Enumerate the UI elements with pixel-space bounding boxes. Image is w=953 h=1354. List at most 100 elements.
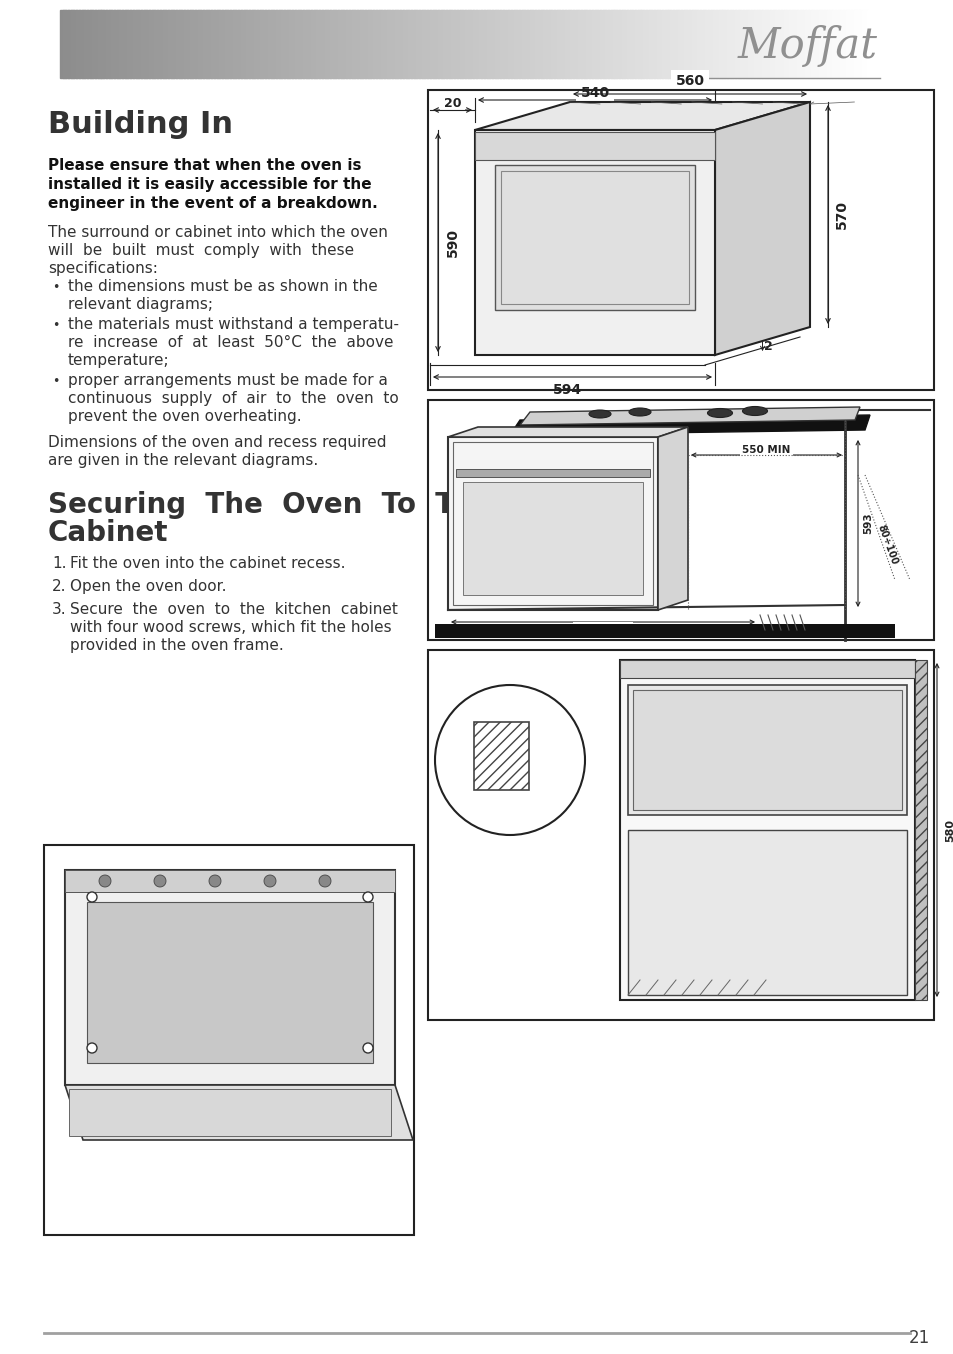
Bar: [424, 9, 428, 79]
Bar: [359, 9, 363, 79]
Text: 560: 560: [675, 74, 703, 88]
Bar: [384, 9, 387, 79]
Bar: [292, 9, 295, 79]
Bar: [246, 9, 250, 79]
Bar: [453, 441, 652, 605]
Bar: [98, 9, 101, 79]
Bar: [499, 9, 503, 79]
Bar: [243, 9, 247, 79]
Bar: [428, 650, 933, 1020]
Bar: [365, 9, 369, 79]
Text: 570: 570: [834, 200, 848, 229]
Polygon shape: [475, 102, 809, 130]
Bar: [804, 9, 808, 79]
Bar: [750, 9, 754, 79]
Bar: [443, 9, 447, 79]
Bar: [427, 9, 431, 79]
Polygon shape: [658, 427, 687, 611]
Bar: [723, 9, 727, 79]
Bar: [330, 9, 334, 79]
Bar: [392, 9, 395, 79]
Bar: [321, 9, 325, 79]
Bar: [470, 9, 474, 79]
Bar: [527, 9, 530, 79]
Bar: [616, 9, 619, 79]
Bar: [103, 9, 107, 79]
Bar: [578, 9, 581, 79]
Bar: [130, 9, 133, 79]
Bar: [211, 9, 214, 79]
Bar: [861, 9, 864, 79]
Text: engineer in the event of a breakdown.: engineer in the event of a breakdown.: [48, 196, 377, 211]
Bar: [116, 9, 120, 79]
Bar: [704, 9, 708, 79]
Bar: [672, 9, 676, 79]
Bar: [782, 9, 786, 79]
Bar: [788, 9, 792, 79]
Bar: [464, 9, 468, 79]
Text: •: •: [52, 375, 59, 389]
Bar: [567, 9, 571, 79]
Bar: [176, 9, 179, 79]
Bar: [411, 9, 415, 79]
Bar: [794, 9, 798, 79]
Bar: [508, 9, 512, 79]
Bar: [112, 9, 115, 79]
Bar: [386, 9, 390, 79]
Bar: [68, 9, 71, 79]
Text: installed it is easily accessible for the: installed it is easily accessible for th…: [48, 177, 372, 192]
Bar: [462, 9, 465, 79]
Text: 540: 540: [579, 87, 609, 100]
Bar: [700, 9, 703, 79]
Bar: [618, 9, 622, 79]
Bar: [399, 9, 403, 79]
Bar: [542, 9, 546, 79]
Bar: [259, 9, 263, 79]
Bar: [144, 9, 148, 79]
Bar: [184, 9, 188, 79]
Bar: [275, 9, 279, 79]
Bar: [756, 9, 760, 79]
Bar: [807, 9, 811, 79]
Bar: [842, 9, 846, 79]
Bar: [241, 9, 244, 79]
Bar: [554, 9, 558, 79]
Text: 50: 50: [493, 701, 510, 714]
Text: proper arrangements must be made for a: proper arrangements must be made for a: [68, 372, 388, 389]
Bar: [844, 9, 848, 79]
Circle shape: [87, 892, 97, 902]
Bar: [268, 9, 272, 79]
Bar: [335, 9, 338, 79]
Bar: [629, 9, 633, 79]
Bar: [718, 9, 721, 79]
Bar: [346, 9, 350, 79]
Bar: [483, 9, 487, 79]
Bar: [194, 9, 198, 79]
Bar: [106, 9, 110, 79]
Text: Cabinet: Cabinet: [48, 519, 169, 547]
Bar: [65, 871, 395, 1085]
Bar: [810, 9, 814, 79]
Bar: [65, 871, 395, 892]
Bar: [435, 9, 438, 79]
Bar: [327, 9, 331, 79]
Bar: [138, 9, 142, 79]
Bar: [840, 9, 843, 79]
Bar: [540, 9, 544, 79]
Bar: [664, 9, 668, 79]
Bar: [497, 9, 500, 79]
Bar: [84, 9, 88, 79]
Bar: [340, 9, 344, 79]
Text: 2: 2: [763, 340, 773, 352]
Bar: [311, 9, 314, 79]
Bar: [537, 9, 541, 79]
Bar: [456, 468, 649, 477]
Text: 590: 590: [446, 227, 459, 257]
Bar: [66, 9, 69, 79]
Text: 580: 580: [944, 819, 953, 841]
Text: the dimensions must be as shown in the: the dimensions must be as shown in the: [68, 279, 377, 294]
Bar: [421, 9, 425, 79]
Bar: [256, 9, 260, 79]
Bar: [456, 9, 460, 79]
Bar: [454, 9, 457, 79]
